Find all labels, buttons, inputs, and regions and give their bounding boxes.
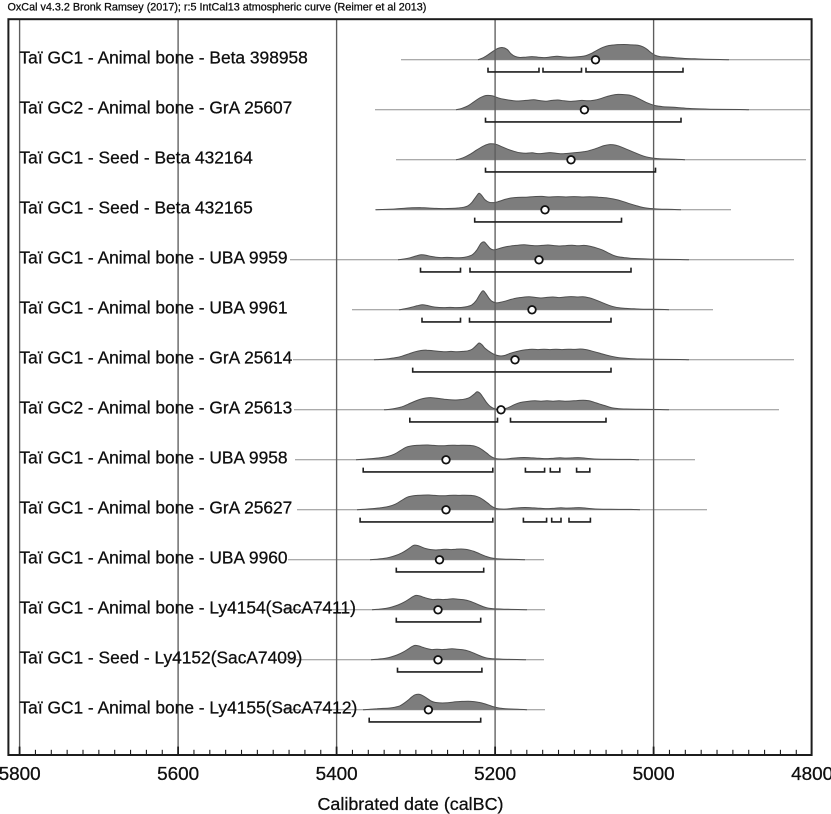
svg-text:5200: 5200 [474,764,516,785]
svg-text:5800: 5800 [0,764,41,785]
svg-text:Taï GC1 - Seed - Beta 432165: Taï GC1 - Seed - Beta 432165 [20,198,253,218]
svg-text:Taï GC1 - Animal bone - UBA 99: Taï GC1 - Animal bone - UBA 9961 [20,298,288,318]
svg-text:5000: 5000 [633,764,675,785]
svg-text:Taï GC2 - Animal bone - GrA 25: Taï GC2 - Animal bone - GrA 25613 [20,398,293,418]
svg-text:Taï GC1 - Animal bone - Beta 3: Taï GC1 - Animal bone - Beta 398958 [20,48,308,68]
svg-text:5600: 5600 [157,764,199,785]
svg-text:Taï GC1 - Animal bone - GrA 25: Taï GC1 - Animal bone - GrA 25627 [20,498,293,518]
svg-text:Taï GC2 - Animal bone - GrA 25: Taï GC2 - Animal bone - GrA 25607 [20,98,293,118]
svg-text:Taï GC1 - Animal bone - Ly4154: Taï GC1 - Animal bone - Ly4154(SacA7411) [20,598,356,618]
svg-text:Taï GC1 - Animal bone - UBA 99: Taï GC1 - Animal bone - UBA 9960 [20,548,288,568]
svg-text:Taï GC1 - Seed - Beta 432164: Taï GC1 - Seed - Beta 432164 [20,148,254,168]
svg-text:OxCal v4.3.2 Bronk Ramsey (201: OxCal v4.3.2 Bronk Ramsey (2017); r:5 In… [8,1,427,13]
svg-text:Taï GC1 - Animal bone - Ly4155: Taï GC1 - Animal bone - Ly4155(SacA7412) [20,698,358,718]
svg-text:Taï GC1 - Animal bone - UBA 99: Taï GC1 - Animal bone - UBA 9959 [20,248,288,268]
svg-text:4800: 4800 [791,764,831,785]
svg-text:Taï GC1 - Animal bone - GrA 25: Taï GC1 - Animal bone - GrA 25614 [20,348,293,368]
svg-text:Calibrated date (calBC): Calibrated date (calBC) [318,794,504,814]
svg-text:Taï GC1 - Animal bone - UBA 99: Taï GC1 - Animal bone - UBA 9958 [20,448,288,468]
svg-text:Taï GC1 - Seed - Ly4152(SacA74: Taï GC1 - Seed - Ly4152(SacA7409) [20,648,303,668]
svg-text:5400: 5400 [316,764,358,785]
